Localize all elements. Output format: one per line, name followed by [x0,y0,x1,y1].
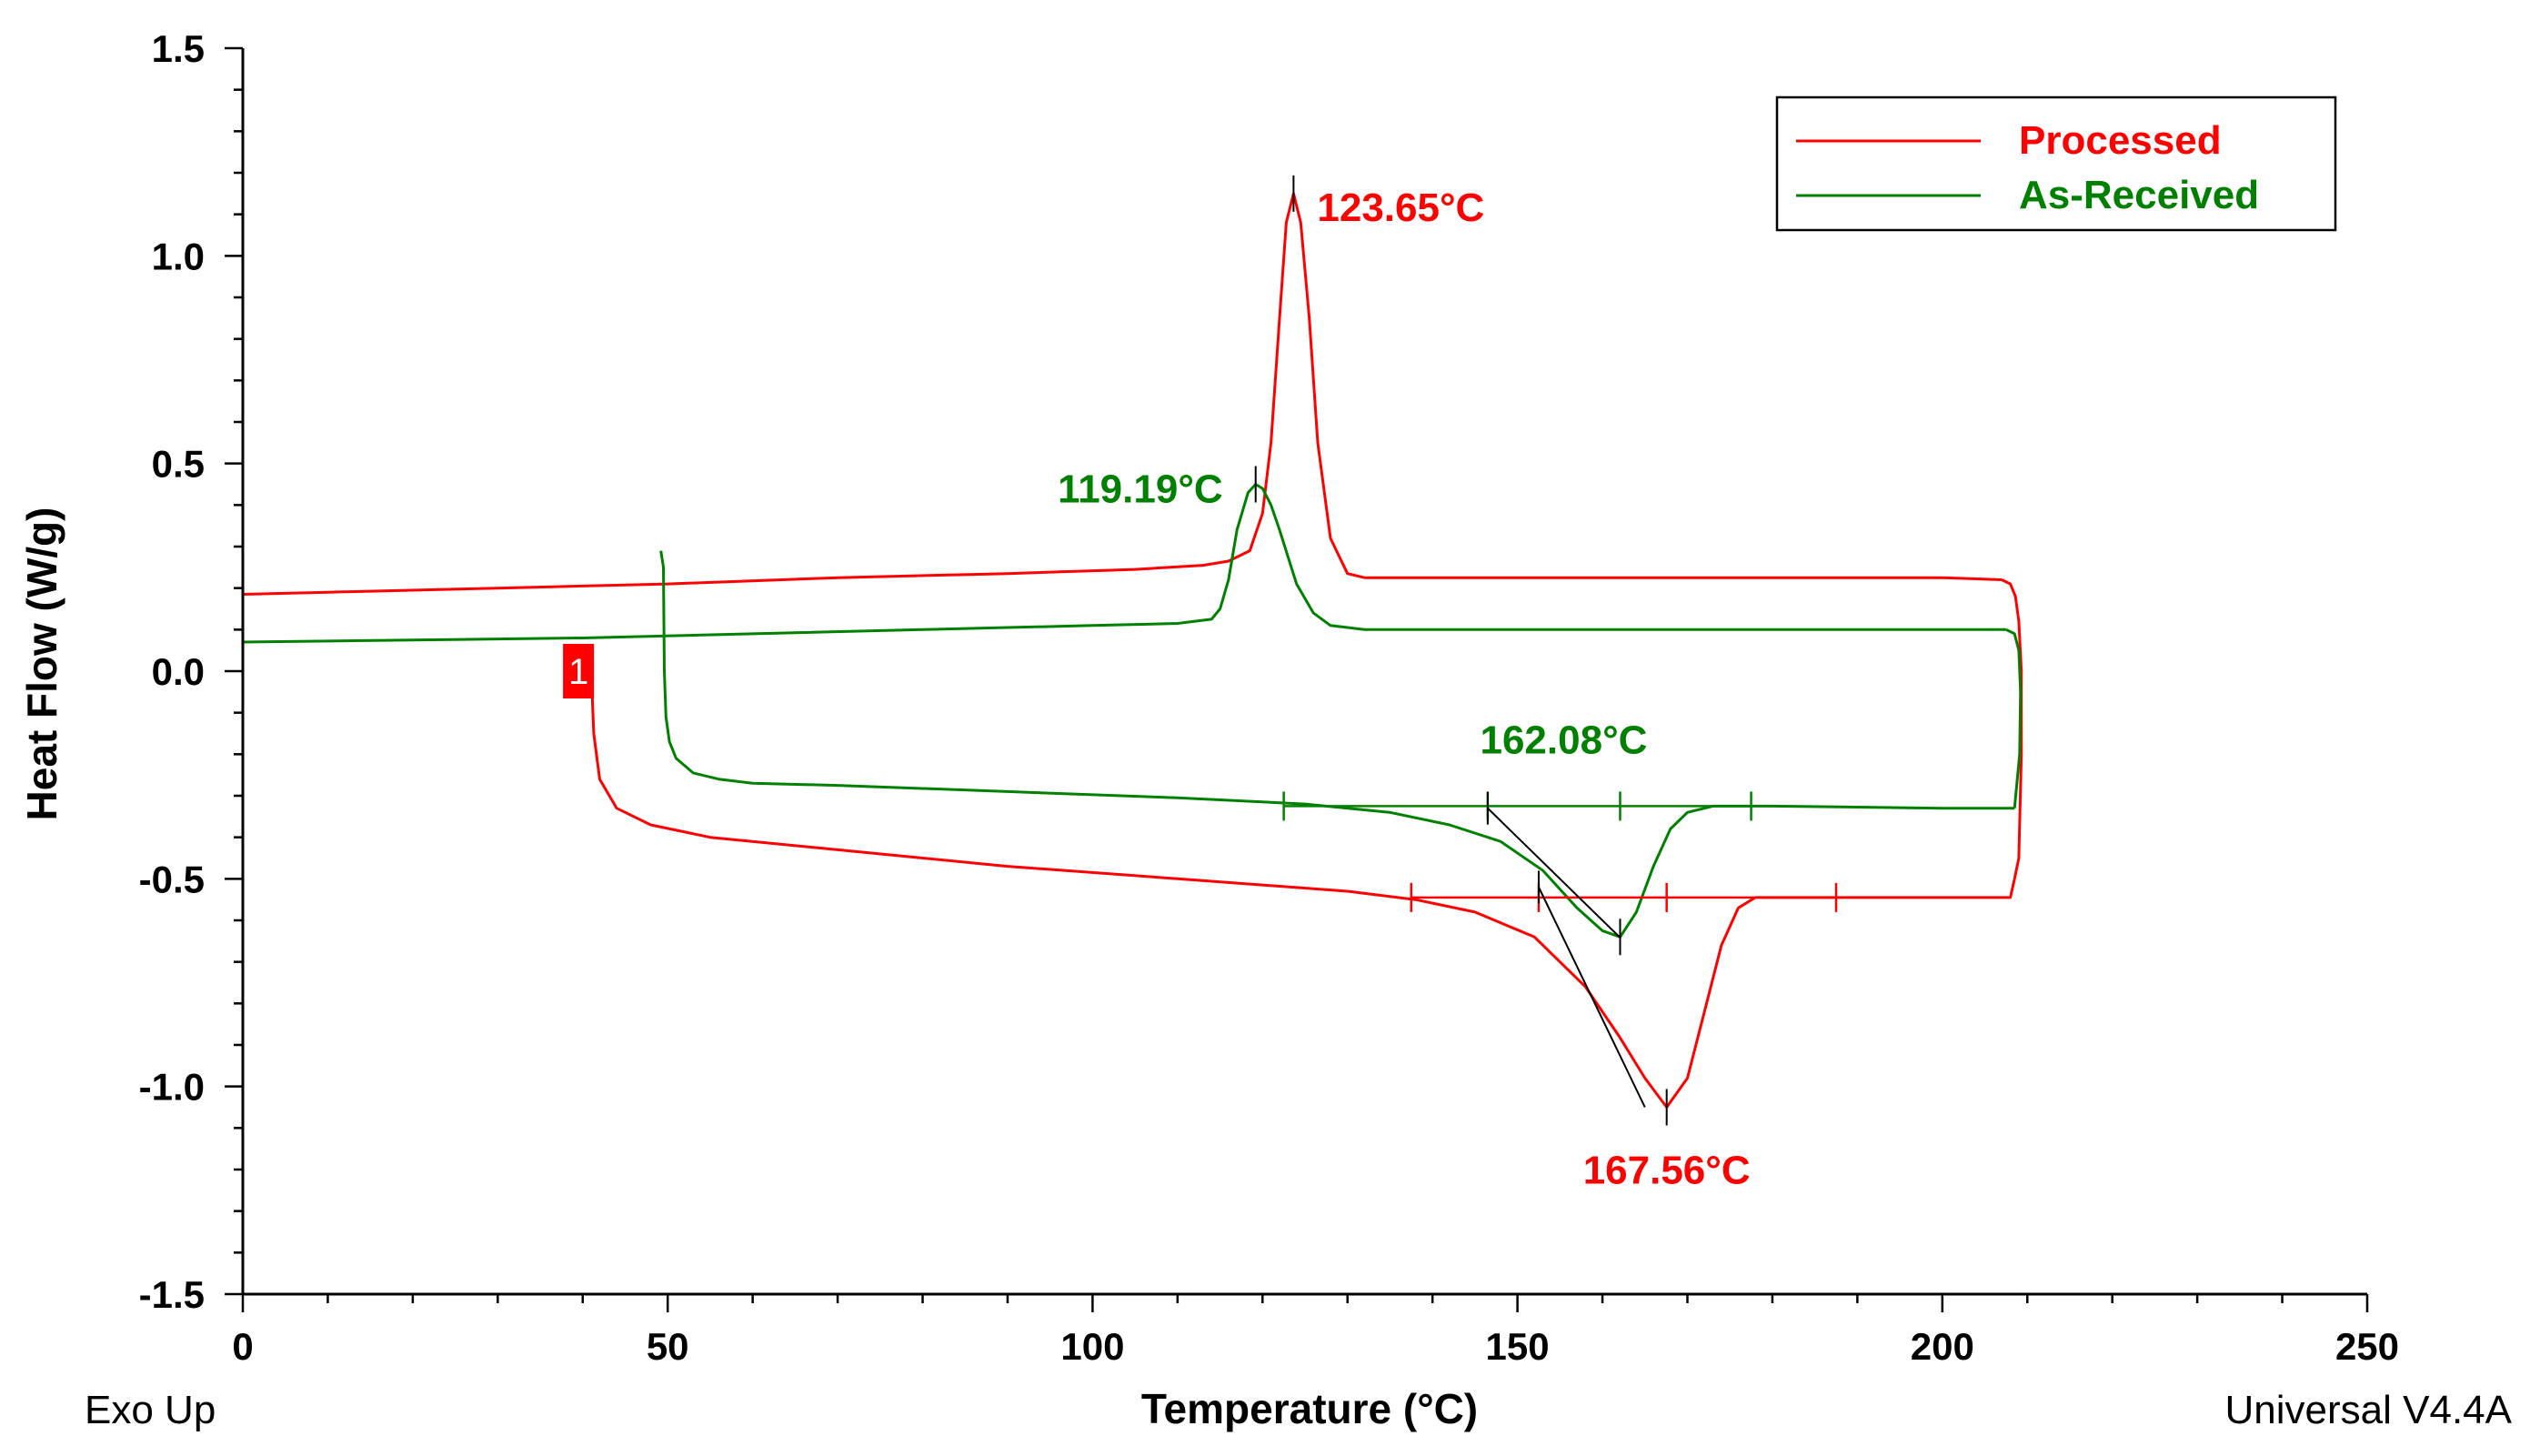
tangent-line-as-received [1487,807,1621,938]
x-axis-title: Temperature (°C) [1141,1385,1478,1432]
series-line-processed-cooling [242,192,2003,596]
peak-label: 123.65°C [1317,186,1484,230]
peak-label: 119.19°C [1058,467,1223,512]
y-axis-title: Heat Flow (W/g) [18,507,65,821]
series-line-processed-end-ramp [2001,578,2023,879]
start-marker-box [563,644,595,698]
y-tick-label: -1.5 [139,1273,205,1316]
x-tick-label: 0 [232,1325,253,1368]
exo-up-label: Exo Up [85,1388,216,1432]
series-line-as-received-cooling [242,483,2006,644]
start-marker-label: 1 [568,652,588,692]
peak-label: 162.08°C [1480,718,1647,762]
peak-label: 167.56°C [1583,1149,1751,1193]
legend: Processed As-Received [1775,95,2337,232]
series-layer [242,192,2023,1109]
series-line-processed-heating [589,670,2016,1109]
y-tick-label: 1.5 [152,27,205,70]
x-tick-label: 100 [1060,1325,1124,1368]
y-tick-label: 0.5 [152,443,205,486]
y-tick-label: -1.0 [139,1066,205,1109]
axes-layer: 0 50 100 150 200 250 1.5 1.0 0.5 0.0 -0.5 -1.0 -1.5 [139,27,2399,1368]
y-tick-label: -0.5 [139,858,205,900]
legend-box [1775,95,2337,232]
x-tick-label: 200 [1911,1325,1974,1368]
legend-label-as-received: As-Received [2019,173,2259,217]
tangent-line-processed [1538,887,1646,1108]
y-tick-label: 1.0 [152,235,205,277]
x-tick-label: 250 [2335,1325,2399,1368]
series-line-as-received-end-ramp [2005,628,2023,808]
series-line-as-received-heating [659,550,2015,939]
software-version-label: Universal V4.4A [2225,1388,2513,1432]
legend-label-processed: Processed [2019,118,2222,163]
x-tick-label: 150 [1486,1325,1550,1368]
y-tick-label: 0.0 [152,650,205,693]
x-tick-label: 50 [647,1325,689,1368]
annotation-layer: 123.65°C 119.19°C 162.08°C 167.56°C 1 [563,175,1751,1193]
